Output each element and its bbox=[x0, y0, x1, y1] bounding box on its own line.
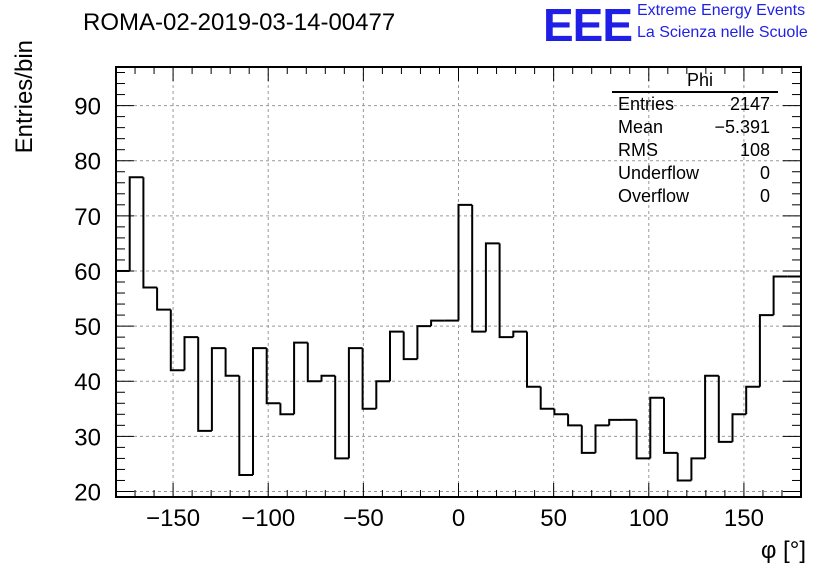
histogram-bin bbox=[320, 374, 336, 382]
x-tick-label: −100 bbox=[241, 505, 295, 532]
histogram-bin bbox=[156, 287, 171, 311]
chart-title: ROMA-02-2019-03-14-00477 bbox=[83, 9, 396, 36]
histogram-line bbox=[116, 176, 801, 482]
histogram-bin bbox=[484, 242, 500, 332]
axis-ticks bbox=[115, 67, 802, 497]
x-tick-label: 100 bbox=[629, 505, 669, 532]
stats-row-mean: Mean −5.391 bbox=[612, 116, 778, 139]
histogram-bin bbox=[567, 414, 582, 427]
histogram-bin bbox=[676, 452, 692, 482]
histogram-bin bbox=[183, 336, 199, 371]
y-axis-label: Entries/bin bbox=[11, 40, 38, 153]
histogram-bin bbox=[265, 348, 281, 405]
x-tick-label: 50 bbox=[540, 505, 567, 532]
logo-caption-line2: La Scienza nelle Scuole bbox=[637, 24, 808, 41]
histogram-bin bbox=[197, 337, 212, 432]
stats-box: Phi Entries 2147 Mean −5.391 RMS 108 Und… bbox=[612, 70, 778, 208]
histogram-bin bbox=[471, 204, 486, 333]
histogram-bin bbox=[745, 385, 760, 415]
histogram-bin bbox=[293, 341, 308, 415]
histogram-bin bbox=[142, 177, 158, 289]
x-tick-label: 150 bbox=[724, 505, 764, 532]
histogram-bin bbox=[375, 380, 390, 409]
stats-label: Entries bbox=[618, 94, 675, 114]
stats-row-overflow: Overflow 0 bbox=[612, 185, 778, 208]
histogram-bin bbox=[402, 331, 418, 361]
y-tick-label: 40 bbox=[74, 369, 101, 396]
histogram-bin bbox=[457, 203, 473, 321]
stats-row-entries: Entries 2147 bbox=[612, 93, 778, 116]
histogram-bin bbox=[663, 397, 678, 454]
histogram-bin bbox=[526, 331, 541, 388]
histogram-bin bbox=[649, 396, 664, 459]
x-tick-label: −150 bbox=[146, 505, 200, 532]
axis-tick-labels: −150 −100 −50 0 50 100 150 20 30 40 50 60 70 80 90 bbox=[74, 94, 764, 532]
x-tick-label: 0 bbox=[452, 505, 465, 532]
histogram-bin bbox=[347, 347, 363, 459]
histogram-bin bbox=[279, 403, 295, 416]
histogram-bin bbox=[758, 314, 774, 387]
stats-row-underflow: Underflow 0 bbox=[612, 162, 778, 185]
histogram-bin bbox=[704, 374, 719, 459]
histogram-bin bbox=[717, 375, 733, 443]
y-tick-label: 30 bbox=[74, 424, 101, 451]
y-tick-label: 60 bbox=[74, 259, 101, 286]
histogram-bin bbox=[772, 275, 788, 316]
y-tick-label: 80 bbox=[74, 149, 101, 176]
x-tick-label: −50 bbox=[343, 505, 384, 532]
histogram-bin bbox=[252, 347, 267, 475]
stats-row-rms: RMS 108 bbox=[612, 139, 778, 162]
histogram-bin bbox=[580, 425, 596, 454]
histogram-bin bbox=[210, 347, 226, 431]
histogram-bin bbox=[306, 342, 322, 383]
logo-caption-line1: Extreme Energy Events bbox=[637, 2, 806, 19]
stats-title: Phi bbox=[612, 70, 778, 93]
histogram-bin bbox=[608, 418, 623, 426]
histogram-bin bbox=[731, 413, 747, 442]
x-axis-label: φ [°] bbox=[761, 537, 806, 564]
y-tick-label: 50 bbox=[74, 314, 101, 341]
eee-logo: EEE bbox=[543, 0, 633, 51]
histogram-bin bbox=[238, 375, 253, 476]
stats-label: Mean bbox=[618, 117, 664, 137]
histogram-bin bbox=[635, 419, 651, 460]
histogram-bin bbox=[389, 330, 404, 382]
histogram-bin bbox=[169, 309, 185, 372]
histogram-bin bbox=[512, 330, 527, 338]
stats-value: 0 bbox=[759, 163, 770, 183]
histogram-bin bbox=[416, 325, 432, 360]
y-tick-label: 20 bbox=[74, 479, 101, 506]
stats-label: Underflow bbox=[618, 163, 700, 183]
histogram-bin bbox=[430, 319, 445, 327]
histogram-bin bbox=[539, 386, 555, 410]
histogram-bin bbox=[594, 424, 610, 453]
stats-label: Overflow bbox=[618, 186, 690, 206]
stats-value: 2147 bbox=[729, 94, 770, 114]
y-tick-label: 70 bbox=[74, 204, 101, 231]
histogram-bin bbox=[128, 176, 144, 271]
y-tick-label: 90 bbox=[74, 94, 101, 121]
stats-label: RMS bbox=[618, 140, 658, 160]
histogram-bin bbox=[361, 348, 377, 410]
histogram-bin bbox=[224, 348, 240, 377]
histogram-bin bbox=[553, 408, 569, 416]
stats-value: 108 bbox=[739, 140, 770, 160]
stats-value: −5.391 bbox=[714, 117, 770, 137]
histogram-bin bbox=[690, 457, 706, 481]
histogram-bin bbox=[498, 243, 514, 339]
stats-value: 0 bbox=[759, 186, 770, 206]
histogram-bin bbox=[334, 375, 349, 460]
